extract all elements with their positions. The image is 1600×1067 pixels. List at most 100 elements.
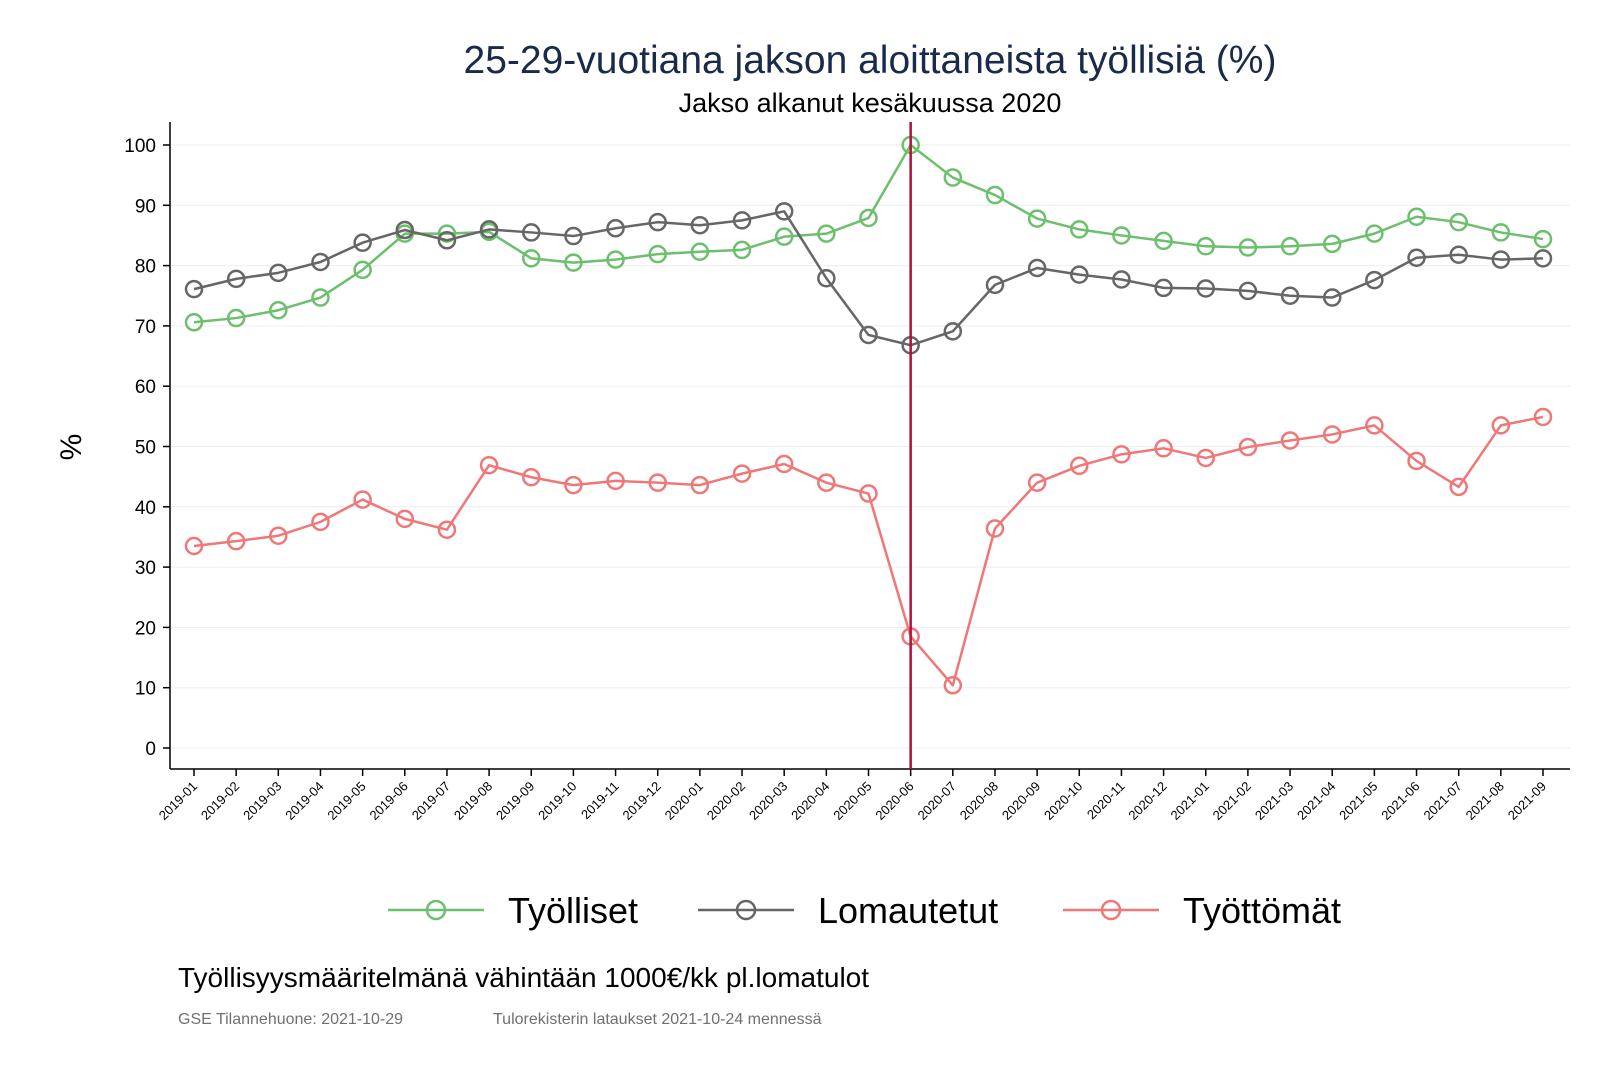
data-point-työlliset	[817, 224, 836, 243]
data-point-työlliset	[1365, 224, 1384, 243]
data-point-työttömät	[985, 519, 1005, 538]
y-tick-label: 90	[135, 196, 156, 217]
data-point-lomautetut	[311, 252, 330, 272]
data-point-työttömät	[353, 490, 372, 509]
data-point-lomautetut	[395, 220, 415, 240]
data-point-työlliset	[269, 300, 288, 320]
data-point-lomautetut	[985, 275, 1005, 295]
data-point-työlliset	[353, 260, 372, 280]
data-point-työttömät	[1238, 437, 1258, 457]
data-point-lomautetut	[606, 218, 625, 238]
data-point-lomautetut	[1449, 245, 1468, 264]
data-point-työttömät	[437, 520, 457, 539]
legend-label-lomautetut: Lomautetut	[818, 890, 998, 931]
data-point-lomautetut	[226, 269, 246, 289]
data-point-työlliset	[564, 253, 583, 272]
y-tick-label: 70	[135, 317, 156, 338]
data-point-työttömät	[774, 454, 794, 474]
data-point-lomautetut	[1238, 281, 1258, 301]
data-point-työttömät	[184, 536, 204, 556]
data-point-työlliset	[311, 288, 330, 307]
gridlines	[170, 122, 1570, 769]
data-point-lomautetut	[564, 226, 583, 246]
data-point-työttömät	[522, 468, 541, 487]
data-point-työlliset	[1280, 237, 1300, 256]
data-point-lomautetut	[1196, 279, 1215, 298]
data-point-lomautetut	[1365, 270, 1384, 290]
data-point-työlliset	[859, 208, 878, 228]
data-point-työttömät	[1070, 456, 1089, 476]
data-point-työttömät	[1322, 425, 1342, 444]
data-point-lomautetut	[1280, 286, 1300, 305]
data-point-lomautetut	[1533, 249, 1553, 268]
data-point-lomautetut	[1322, 288, 1342, 307]
data-point-työlliset	[606, 250, 625, 269]
data-point-lomautetut	[269, 263, 288, 283]
data-load-note: Tulorekisterin lataukset 2021-10-24 menn…	[493, 1011, 822, 1028]
data-point-työttömät	[817, 473, 836, 492]
data-point-työttömät	[1280, 431, 1300, 450]
data-point-lomautetut	[943, 322, 963, 341]
data-point-työlliset	[1238, 238, 1258, 257]
data-point-työttömät	[1112, 445, 1131, 464]
legend-marker-lomautetut	[735, 899, 757, 921]
data-point-työlliset	[1027, 209, 1047, 228]
data-point-työttömät	[311, 512, 330, 532]
data-point-työttömät	[269, 526, 288, 545]
plot-area	[170, 122, 1570, 769]
definition-note: Työllisyysmääritelmänä vähintään 1000€/k…	[178, 962, 870, 993]
data-point-työlliset	[648, 244, 667, 264]
y-tick-label: 60	[135, 377, 156, 398]
data-point-työttömät	[1154, 439, 1173, 458]
chart-subtitle: Jakso alkanut kesäkuussa 2020	[679, 88, 1062, 118]
data-point-työlliset	[184, 313, 204, 332]
data-point-työttömät	[564, 475, 583, 495]
data-point-työttömät	[1365, 416, 1384, 435]
data-point-työlliset	[1407, 207, 1426, 227]
y-tick-label: 50	[135, 438, 156, 459]
series-line-työttömät	[193, 415, 1544, 687]
data-point-työttömät	[648, 473, 667, 492]
data-point-lomautetut	[1154, 278, 1173, 298]
chart-title: 25-29-vuotiana jakson aloittaneista työl…	[464, 39, 1277, 82]
data-point-työttömät	[1449, 477, 1468, 497]
data-point-lomautetut	[437, 231, 457, 250]
data-point-lomautetut	[522, 223, 541, 242]
y-axis: 0 10 20 30 40 50 60 70 80 90 100	[124, 122, 171, 769]
data-point-työlliset	[943, 168, 963, 187]
data-point-työttömät	[395, 509, 415, 529]
data-point-lomautetut	[774, 202, 794, 221]
legend: Työlliset Lomautetut Työttömät	[388, 890, 1341, 931]
data-point-lomautetut	[1112, 270, 1131, 289]
series-layer	[184, 135, 1553, 695]
y-tick-label: 0	[145, 739, 156, 760]
series-line-lomautetut	[193, 210, 1544, 347]
source-note: GSE Tilannehuone: 2021-10-29	[178, 1011, 404, 1028]
data-point-lomautetut	[1027, 258, 1047, 278]
data-point-lomautetut	[353, 233, 372, 252]
y-tick-label: 20	[135, 618, 156, 639]
data-point-työlliset	[774, 227, 794, 246]
legend-marker-työttömät	[1100, 899, 1122, 921]
data-point-työttömät	[943, 676, 963, 695]
y-tick-label: 100	[124, 136, 156, 157]
data-point-työttömät	[479, 455, 499, 475]
legend-marker-työlliset	[425, 899, 447, 921]
y-axis-label: %	[55, 434, 88, 461]
data-point-työttömät	[1491, 416, 1511, 435]
data-point-työttömät	[1196, 448, 1215, 468]
data-point-työlliset	[1322, 234, 1342, 254]
data-point-työttömät	[1027, 473, 1047, 492]
data-point-työlliset	[226, 308, 246, 328]
data-point-lomautetut	[690, 215, 710, 235]
y-tick-label: 40	[135, 498, 156, 519]
data-point-lomautetut	[1491, 250, 1511, 269]
y-tick-label: 80	[135, 257, 156, 278]
data-point-työlliset	[522, 249, 541, 268]
legend-label-työttömät: Työttömät	[1183, 890, 1341, 931]
legend-label-työlliset: Työlliset	[508, 890, 638, 931]
data-point-työttömät	[732, 464, 752, 483]
data-point-lomautetut	[648, 212, 667, 232]
data-point-työlliset	[1112, 226, 1131, 245]
